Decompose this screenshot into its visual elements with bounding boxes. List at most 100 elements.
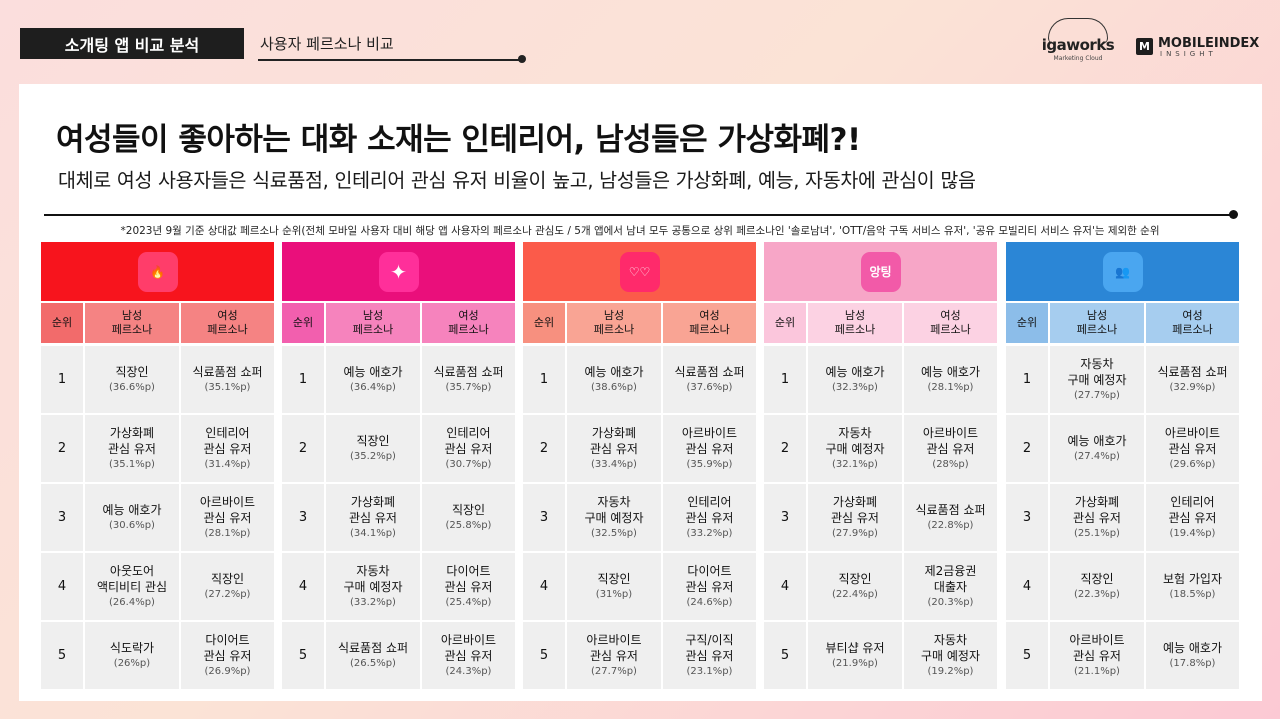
female-persona-label: 인테리어 관심 유저 <box>203 426 252 456</box>
male-persona-value: (22.3%p) <box>1074 589 1120 600</box>
female-column-header: 여성 페르소나 <box>181 303 274 343</box>
female-persona-cell: 식료품점 쇼퍼 (35.1%p) <box>181 346 274 413</box>
female-persona-label: 인테리어 관심 유저 <box>444 426 493 456</box>
male-persona-value: (26.5%p) <box>350 658 396 669</box>
table-row: 4 아웃도어 액티비티 관심 (26.4%p) 직장인 (27.2%p) <box>41 553 274 620</box>
female-persona-label: 식료품점 쇼퍼 <box>1157 365 1228 379</box>
male-persona-label: 식료품점 쇼퍼 <box>337 641 409 655</box>
table-row: 3 자동차 구매 예정자 (32.5%p) 인테리어 관심 유저 (33.2%p) <box>523 484 756 551</box>
app-header: 🔥 <box>41 242 274 301</box>
female-persona-value: (28%p) <box>932 459 969 470</box>
male-persona-value: (32.3%p) <box>832 382 878 393</box>
app-header: ♡♡ <box>523 242 756 301</box>
male-persona-cell: 예능 애호가 (32.3%p) <box>808 346 902 413</box>
rank-cell: 5 <box>1006 622 1048 689</box>
rank-cell: 1 <box>1006 346 1048 413</box>
male-persona-cell: 가상화폐 관심 유저 (35.1%p) <box>85 415 179 482</box>
male-persona-cell: 뷰티샵 유저 (21.9%p) <box>808 622 902 689</box>
male-persona-value: (36.4%p) <box>350 382 396 393</box>
male-persona-cell: 자동차 구매 예정자 (32.1%p) <box>808 415 902 482</box>
page-title: 여성들이 좋아하는 대화 소재는 인테리어, 남성들은 가상화폐?! <box>56 122 861 158</box>
rank-cell: 5 <box>282 622 324 689</box>
male-persona-cell: 예능 애호가 (27.4%p) <box>1050 415 1144 482</box>
female-persona-cell: 자동차 구매 예정자 (19.2%p) <box>904 622 997 689</box>
mobileindex-badge-icon: M <box>1136 38 1153 55</box>
female-persona-cell: 예능 애호가 (28.1%p) <box>904 346 997 413</box>
rank-cell: 4 <box>523 553 565 620</box>
male-persona-value: (35.2%p) <box>350 451 396 462</box>
male-persona-value: (36.6%p) <box>109 382 155 393</box>
app-header: 👥 <box>1006 242 1239 301</box>
column-header-row: 순위 남성 페르소나 여성 페르소나 <box>764 303 997 343</box>
male-persona-value: (21.9%p) <box>832 658 878 669</box>
male-persona-cell: 가상화폐 관심 유저 (27.9%p) <box>808 484 902 551</box>
female-persona-value: (23.1%p) <box>686 666 733 677</box>
table-row: 2 자동차 구매 예정자 (32.1%p) 아르바이트 관심 유저 (28%p) <box>764 415 997 482</box>
rank-cell: 3 <box>41 484 83 551</box>
male-persona-value: (27.7%p) <box>591 666 637 677</box>
female-persona-value: (35.7%p) <box>445 382 492 393</box>
female-persona-cell: 아르바이트 관심 유저 (24.3%p) <box>422 622 515 689</box>
female-persona-cell: 직장인 (25.8%p) <box>422 484 515 551</box>
female-persona-value: (19.2%p) <box>927 666 974 677</box>
female-persona-label: 구직/이직 관심 유저 <box>685 633 734 663</box>
female-persona-value: (28.1%p) <box>927 382 974 393</box>
male-persona-label: 예능 애호가 <box>825 365 885 379</box>
rank-column-header: 순위 <box>282 303 324 343</box>
male-persona-label: 아웃도어 액티비티 관심 <box>96 564 168 594</box>
male-persona-value: (34.1%p) <box>350 528 396 539</box>
table-row: 1 직장인 (36.6%p) 식료품점 쇼퍼 (35.1%p) <box>41 346 274 413</box>
male-persona-label: 가상화폐 관심 유저 <box>590 426 638 456</box>
table-row: 1 자동차 구매 예정자 (27.7%p) 식료품점 쇼퍼 (32.9%p) <box>1006 346 1239 413</box>
female-persona-value: (29.6%p) <box>1169 459 1216 470</box>
table-row: 5 식료품점 쇼퍼 (26.5%p) 아르바이트 관심 유저 (24.3%p) <box>282 622 515 689</box>
male-persona-cell: 직장인 (35.2%p) <box>326 415 420 482</box>
female-persona-cell: 다이어트 관심 유저 (26.9%p) <box>181 622 274 689</box>
female-persona-value: (32.9%p) <box>1169 382 1216 393</box>
ranking-rows: 1 예능 애호가 (36.4%p) 식료품점 쇼퍼 (35.7%p) 2 직장인 (35.2%… <box>282 346 515 691</box>
rank-cell: 2 <box>41 415 83 482</box>
male-persona-label: 예능 애호가 <box>102 503 162 517</box>
male-persona-label: 직장인 <box>838 572 872 586</box>
male-persona-cell: 직장인 (22.4%p) <box>808 553 902 620</box>
table-row: 2 가상화폐 관심 유저 (35.1%p) 인테리어 관심 유저 (31.4%p) <box>41 415 274 482</box>
rank-cell: 1 <box>523 346 565 413</box>
male-persona-cell: 예능 애호가 (30.6%p) <box>85 484 179 551</box>
male-persona-label: 자동차 구매 예정자 <box>584 495 644 525</box>
female-persona-value: (24.6%p) <box>686 597 733 608</box>
female-persona-label: 제2금융권 대출자 <box>924 564 977 594</box>
male-persona-cell: 가상화폐 관심 유저 (25.1%p) <box>1050 484 1144 551</box>
female-persona-cell: 제2금융권 대출자 (20.3%p) <box>904 553 997 620</box>
female-persona-label: 인테리어 관심 유저 <box>685 495 734 525</box>
male-persona-value: (25.1%p) <box>1074 528 1120 539</box>
male-persona-label: 직장인 <box>115 365 149 379</box>
female-column-header: 여성 페르소나 <box>1146 303 1239 343</box>
female-persona-label: 자동차 구매 예정자 <box>920 633 980 663</box>
female-persona-cell: 인테리어 관심 유저 (19.4%p) <box>1146 484 1239 551</box>
column-header-row: 순위 남성 페르소나 여성 페르소나 <box>282 303 515 343</box>
male-persona-value: (32.1%p) <box>832 459 878 470</box>
male-persona-label: 직장인 <box>597 572 631 586</box>
rank-cell: 2 <box>1006 415 1048 482</box>
female-persona-cell: 식료품점 쇼퍼 (35.7%p) <box>422 346 515 413</box>
table-row: 3 가상화폐 관심 유저 (34.1%p) 직장인 (25.8%p) <box>282 484 515 551</box>
male-column-header: 남성 페르소나 <box>85 303 179 343</box>
rank-cell: 3 <box>523 484 565 551</box>
subtitle-underline <box>258 59 520 61</box>
ranking-rows: 1 예능 애호가 (38.6%p) 식료품점 쇼퍼 (37.6%p) 2 가상화폐 관심 유저… <box>523 346 756 691</box>
male-persona-cell: 가상화폐 관심 유저 (34.1%p) <box>326 484 420 551</box>
rank-cell: 1 <box>41 346 83 413</box>
female-column-header: 여성 페르소나 <box>904 303 997 343</box>
male-column-header: 남성 페르소나 <box>808 303 902 343</box>
male-persona-label: 가상화폐 관심 유저 <box>831 495 879 525</box>
ranking-rows: 1 예능 애호가 (32.3%p) 예능 애호가 (28.1%p) 2 자동차 구매 예정자 (… <box>764 346 997 691</box>
female-persona-label: 다이어트 관심 유저 <box>685 564 734 594</box>
female-persona-cell: 인테리어 관심 유저 (31.4%p) <box>181 415 274 482</box>
female-persona-value: (26.9%p) <box>204 666 251 677</box>
male-persona-value: (38.6%p) <box>591 382 637 393</box>
male-persona-cell: 직장인 (22.3%p) <box>1050 553 1144 620</box>
rank-cell: 2 <box>764 415 806 482</box>
app-block: ✦ 순위 남성 페르소나 여성 페르소나 1 예능 애호가 (36.4%p) 식료품점 쇼퍼 (35… <box>282 242 515 691</box>
female-persona-value: (31.4%p) <box>204 459 251 470</box>
female-persona-cell: 인테리어 관심 유저 (30.7%p) <box>422 415 515 482</box>
